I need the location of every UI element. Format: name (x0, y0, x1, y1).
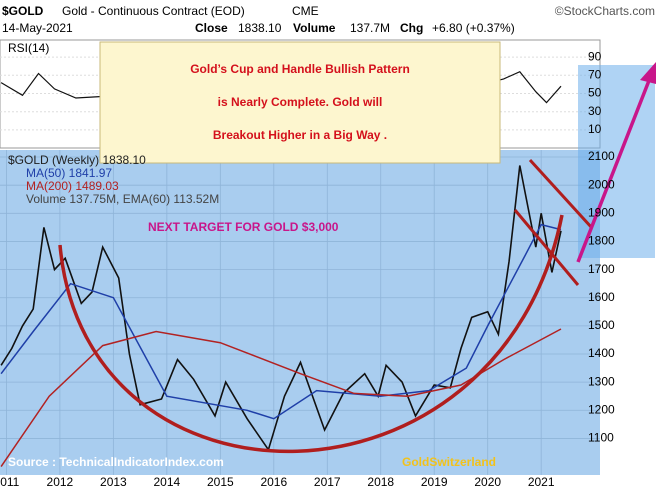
y-tick-label: 1600 (588, 290, 615, 304)
cup-arc (58, 214, 564, 453)
legend-volume: Volume 137.75M, EMA(60) 113.52M (26, 192, 219, 206)
stat-value: 1838.10 (238, 21, 282, 35)
series-line (0, 223, 562, 420)
y-tick-label: 1200 (588, 402, 615, 416)
y-tick-label: 1900 (588, 205, 615, 219)
site: ©StockCharts.com (555, 4, 655, 18)
x-tick-label: 2012 (47, 475, 74, 489)
annotation-box (99, 41, 501, 164)
x-tick-label: 2011 (0, 475, 20, 489)
arrow-head (640, 62, 656, 84)
x-tick-label: 2018 (367, 475, 394, 489)
exchange: CME (292, 4, 319, 18)
y-tick-label: 1700 (588, 262, 615, 276)
price-panel (0, 150, 600, 475)
title: $GOLD (2, 4, 44, 18)
rsi-tick-label: 90 (588, 49, 602, 63)
x-tick-label: 2020 (474, 475, 501, 489)
y-tick-label: 2100 (588, 149, 615, 163)
rsi-tick-label: 50 (588, 86, 602, 100)
x-tick-label: 2017 (314, 475, 341, 489)
subtitle: Gold - Continuous Contract (EOD) (62, 4, 245, 18)
annotation-line: is Nearly Complete. Gold will (218, 95, 383, 109)
legend-ma50: MA(50) 1841.97 (26, 166, 112, 180)
stat-label: Close (195, 21, 228, 35)
rsi-tick-label: 70 (588, 67, 602, 81)
rsi-tick-label: 30 (588, 104, 602, 118)
date: 14-May-2021 (2, 21, 73, 35)
x-tick-label: 2019 (421, 475, 448, 489)
grid (0, 56, 600, 475)
annotation-line: Gold’s Cup and Handle Bullish Pattern (190, 62, 410, 76)
rsi-tick-label: 10 (588, 122, 602, 136)
legend-price: $GOLD (Weekly) 1838.10 (8, 153, 146, 167)
y-tick-label: 1100 (588, 431, 614, 445)
stat-value: 137.7M (350, 21, 390, 35)
source: Source : TechnicalIndicatorIndex.com (8, 455, 224, 469)
rsi-label: RSI(14) (8, 41, 49, 55)
y-tick-label: 1300 (588, 374, 615, 388)
annotation-line: Breakout Higher in a Big Way . (213, 128, 387, 142)
x-tick-label: 2013 (100, 475, 127, 489)
handle-line (528, 158, 594, 230)
x-tick-label: 2015 (207, 475, 234, 489)
legend-ma200: MA(200) 1489.03 (26, 179, 119, 193)
target-arrow (576, 77, 652, 263)
x-tick-label: 2021 (528, 475, 555, 489)
handle-line (513, 209, 580, 286)
stat-value: +6.80 (+0.37%) (432, 21, 515, 35)
marks (0, 70, 562, 468)
target-text: NEXT TARGET FOR GOLD $3,000 (148, 220, 339, 234)
x-tick-label: 2016 (260, 475, 287, 489)
x-tick-label: 2014 (153, 475, 180, 489)
y-tick-label: 2000 (588, 177, 615, 191)
watermark: GoldSwitzerland (402, 455, 496, 469)
y-tick-label: 1400 (588, 346, 615, 360)
y-tick-label: 1800 (588, 234, 615, 248)
stat-label: Volume (293, 21, 336, 35)
stat-label: Chg (400, 21, 423, 35)
y-tick-label: 1500 (588, 318, 615, 332)
